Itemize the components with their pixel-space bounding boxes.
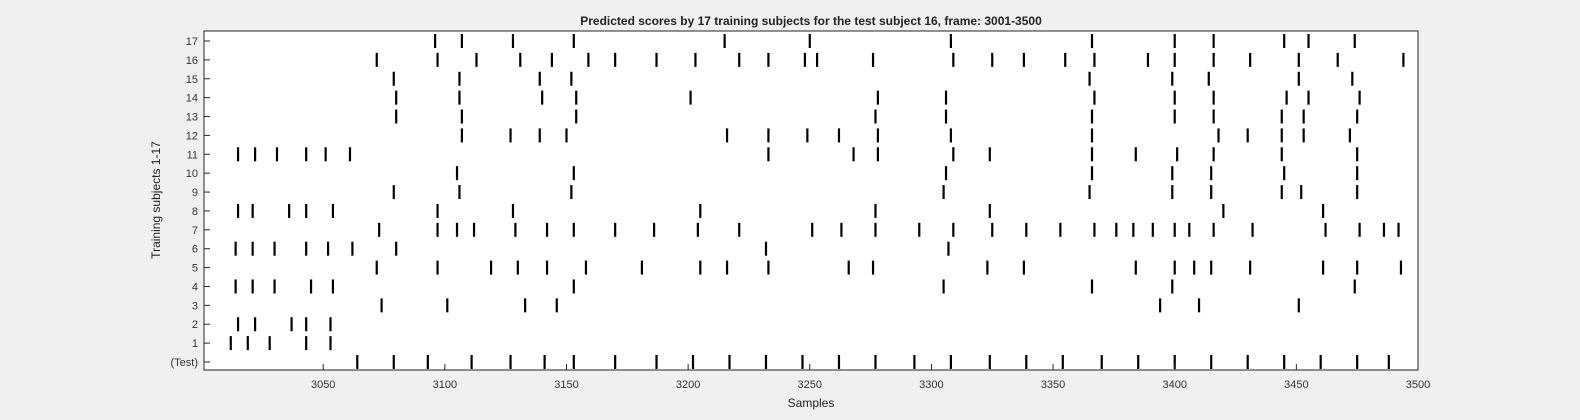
x-axis-label: Samples bbox=[788, 396, 835, 410]
y-tick-label: 17 bbox=[186, 36, 198, 48]
y-tick-label: 4 bbox=[192, 281, 198, 293]
y-tick-label: 10 bbox=[186, 168, 198, 180]
y-tick-label: 5 bbox=[192, 263, 198, 275]
x-tick-label: 3200 bbox=[676, 379, 700, 391]
y-tick-label: 11 bbox=[187, 149, 198, 161]
x-tick-label: 3100 bbox=[433, 379, 457, 391]
y-tick-label: 13 bbox=[186, 112, 198, 124]
y-tick-label: 16 bbox=[186, 55, 198, 67]
y-tick-label: 8 bbox=[192, 206, 198, 218]
x-tick-label: 3500 bbox=[1406, 379, 1430, 391]
y-tick-label: 15 bbox=[186, 74, 198, 86]
y-tick-label: (Test) bbox=[171, 357, 199, 369]
x-tick-label: 3250 bbox=[798, 379, 822, 391]
x-ticks: 3050 3100 3150 3200 3250 3300 3350 3400 3450 3500 bbox=[311, 364, 1430, 391]
y-tick-label: 2 bbox=[192, 319, 198, 331]
plot-frame bbox=[203, 30, 1419, 371]
x-tick-label: 3150 bbox=[554, 379, 578, 391]
y-tick-label: 14 bbox=[186, 93, 198, 105]
x-tick-label: 3450 bbox=[1284, 379, 1308, 391]
y-tick-label: 7 bbox=[192, 225, 198, 237]
y-tick-label: 1 bbox=[192, 338, 198, 350]
x-tick-label: 3350 bbox=[1041, 379, 1065, 391]
y-tick-label: 9 bbox=[192, 187, 198, 199]
y-tick-label: 3 bbox=[192, 300, 198, 312]
chart-title: Predicted scores by 17 training subjects… bbox=[580, 14, 1042, 28]
x-tick-label: 3400 bbox=[1162, 379, 1186, 391]
plot-background bbox=[204, 31, 1418, 370]
x-tick-label: 3300 bbox=[919, 379, 943, 391]
y-tick-label: 12 bbox=[186, 130, 198, 142]
x-tick-label: 3050 bbox=[311, 379, 335, 391]
y-tick-label: 6 bbox=[192, 244, 198, 256]
y-axis-label: Training subjects 1-17 bbox=[149, 141, 163, 259]
